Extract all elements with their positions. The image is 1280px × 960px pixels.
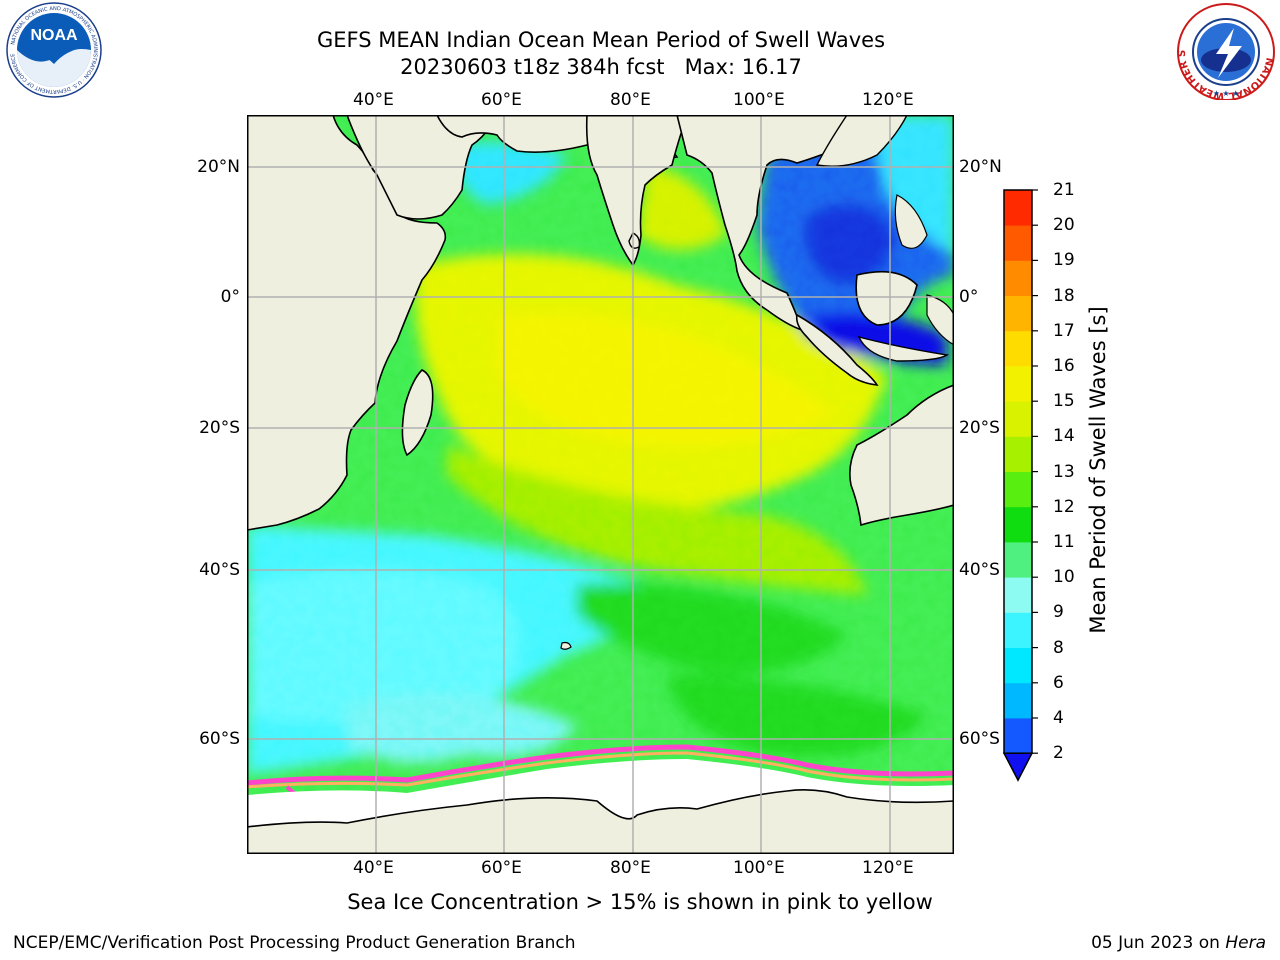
lat-tick-left: 20°N — [197, 157, 240, 177]
colorbar-segment — [1004, 612, 1032, 648]
lon-tick-top: 60°E — [481, 90, 522, 110]
lon-tick-bottom: 60°E — [481, 858, 522, 878]
colorbar-segment — [1004, 471, 1032, 508]
colorbar-tick-label: 11 — [1053, 532, 1075, 552]
antarctica-land — [247, 789, 954, 854]
lat-tick-right: 20°N — [959, 157, 1002, 177]
lat-tick-left: 0° — [220, 287, 240, 307]
colorbar-segment — [1004, 295, 1032, 332]
colorbar — [1002, 189, 1038, 782]
australia-land — [849, 384, 954, 527]
colorbar-segment — [1004, 718, 1032, 754]
india-land — [585, 115, 688, 267]
chart-subtitle: 20230603 t18z 384h fcst Max: 16.17 — [248, 54, 954, 81]
colorbar-segment — [1004, 401, 1032, 437]
chart-title: GEFS MEAN Indian Ocean Mean Period of Sw… — [316, 28, 886, 52]
footer-date-text: 05 Jun 2023 on — [1091, 933, 1226, 953]
lon-tick-top: 100°E — [733, 90, 785, 110]
colorbar-segment — [1004, 647, 1032, 684]
footer-credit: NCEP/EMC/Verification Post Processing Pr… — [13, 933, 576, 953]
colorbar-segment — [1004, 190, 1032, 226]
colorbar-segment — [1004, 577, 1032, 613]
lat-tick-left: 20°S — [199, 418, 240, 438]
colorbar-tick-label: 13 — [1053, 461, 1075, 482]
colorbar-segment — [1004, 506, 1032, 543]
footer-host: Hera — [1225, 933, 1266, 953]
colorbar-segment — [1004, 682, 1032, 719]
lon-tick-bottom: 40°E — [353, 858, 394, 878]
subtitle-text: 20230603 t18z 384h fcst Max: 16.17 — [400, 55, 802, 79]
colorbar-tick-label: 19 — [1053, 250, 1075, 271]
indian-ocean-map — [247, 115, 954, 854]
colorbar-segment — [1004, 366, 1032, 402]
colorbar-tick-label: 9 — [1053, 602, 1064, 623]
colorbar-tick-label: 12 — [1053, 496, 1075, 517]
lat-tick-left: 60°S — [199, 729, 240, 749]
colorbar-label: Mean Period of Swell Waves [s] — [1086, 306, 1110, 634]
lat-tick-right: 0° — [959, 287, 979, 307]
colorbar-segment — [1004, 330, 1032, 367]
lon-tick-bottom: 80°E — [610, 858, 651, 878]
colorbar-tick-label: 2 — [1053, 743, 1064, 764]
colorbar-segment — [1004, 542, 1032, 578]
colorbar-tick-label: 15 — [1053, 391, 1075, 412]
colorbar-tick-label: 10 — [1053, 567, 1075, 588]
graticule — [247, 115, 954, 854]
colorbar-tick-label: 16 — [1053, 356, 1075, 376]
lon-tick-bottom: 100°E — [733, 858, 785, 878]
colorbar-tick-label: 6 — [1053, 672, 1064, 693]
lon-tick-bottom: 120°E — [862, 858, 914, 878]
lat-tick-left: 40°S — [199, 560, 240, 580]
colorbar-tick-label: 17 — [1053, 320, 1075, 341]
lon-tick-top: 40°E — [353, 90, 394, 110]
svg-text:★ ★ ★: ★ ★ ★ — [1213, 89, 1240, 98]
footer-date: 05 Jun 2023 on Hera — [1091, 933, 1266, 953]
lat-tick-right: 60°S — [959, 729, 1000, 749]
lon-tick-top: 120°E — [862, 90, 914, 110]
madagascar-land — [401, 369, 434, 457]
se-asia-land — [676, 115, 888, 332]
colorbar-segment — [1004, 225, 1032, 261]
lat-tick-right: 40°S — [959, 560, 1000, 580]
colorbar-tick-label: 8 — [1053, 637, 1064, 658]
colorbar-tick-label: 14 — [1053, 426, 1075, 447]
noaa-logo-icon: NOAA NATIONAL OCEANIC AND ATMOSPHERIC AD… — [6, 2, 102, 98]
colorbar-segment — [1004, 436, 1032, 472]
nws-logo-icon: NATIONAL WEATHER SERVICE ★ ★ ★ — [1174, 2, 1275, 100]
lon-tick-top: 80°E — [610, 90, 651, 110]
noaa-logo-text: NOAA — [30, 27, 78, 44]
sea-ice-edge — [247, 744, 954, 786]
colorbar-tick-label: 20 — [1053, 215, 1075, 236]
sea-ice-note: Sea Ice Concentration > 15% is shown in … — [347, 890, 933, 914]
colorbar-extend-triangle — [1002, 752, 1034, 782]
colorbar-tick-label: 4 — [1053, 708, 1064, 728]
map-panel — [247, 115, 954, 854]
colorbar-tick-label: 18 — [1053, 285, 1075, 306]
colorbar-tick-label: 21 — [1053, 180, 1075, 200]
map-frame — [247, 115, 954, 854]
lat-tick-right: 20°S — [959, 418, 1000, 438]
colorbar-segment — [1004, 260, 1032, 296]
